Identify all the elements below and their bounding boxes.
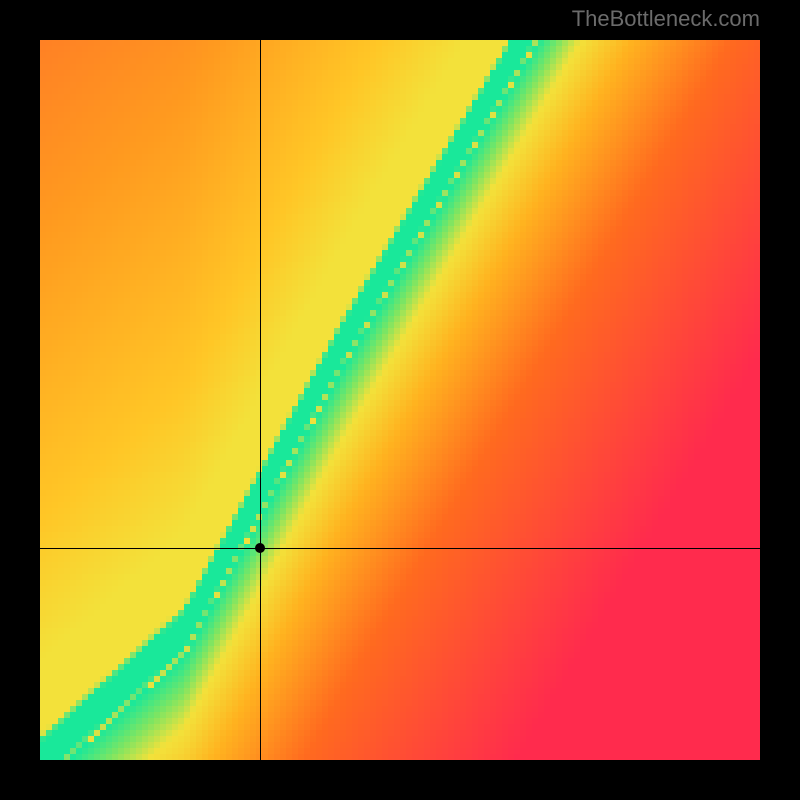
- crosshair-dot: [255, 543, 265, 553]
- watermark-text: TheBottleneck.com: [572, 6, 760, 32]
- crosshair-horizontal: [40, 548, 760, 549]
- heatmap-plot: [40, 40, 760, 760]
- heatmap-canvas: [40, 40, 760, 760]
- crosshair-vertical: [260, 40, 261, 760]
